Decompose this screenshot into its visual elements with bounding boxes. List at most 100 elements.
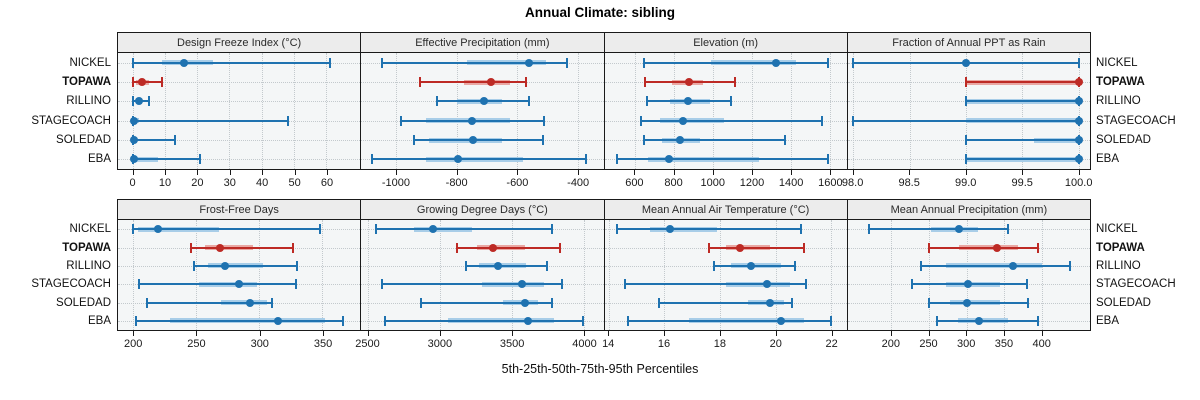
gridline-vertical xyxy=(517,53,519,169)
whisker-cap xyxy=(294,279,297,290)
percentile-whisker xyxy=(617,228,801,231)
axis-tick xyxy=(456,170,458,175)
percentile-whisker xyxy=(628,319,832,322)
axis-tick xyxy=(196,331,198,336)
percentile-whisker xyxy=(414,139,543,141)
row-label-right: NICKEL xyxy=(1096,223,1138,236)
median-dot xyxy=(454,155,463,164)
whisker-cap xyxy=(639,115,642,126)
axis-tick-label: 1400 xyxy=(778,177,804,189)
gridline-vertical xyxy=(751,53,753,169)
gridline-horizontal xyxy=(118,159,361,161)
panel-row: Frost-Free Days Growing Degree Days (°C) M… xyxy=(117,199,1091,331)
axis-row: 200 250 300 350 2500 3000 3500 4000 14 16 18 20 22 20… xyxy=(118,331,1090,355)
gridline-vertical xyxy=(511,220,513,330)
gridline-vertical xyxy=(456,53,458,169)
gridline-vertical xyxy=(164,53,166,169)
panel-plot xyxy=(118,53,362,169)
panel-plot xyxy=(847,220,1090,330)
gridline-vertical xyxy=(132,53,134,169)
axis-tick-label: 30 xyxy=(223,177,236,189)
axis-tick xyxy=(909,170,911,175)
axis-tick xyxy=(517,170,519,175)
axis-cell: 200 250 300 350 xyxy=(118,331,361,355)
percentile-whisker xyxy=(420,81,527,83)
percentile-whisker xyxy=(382,283,563,286)
median-dot xyxy=(246,298,255,307)
axis-tick xyxy=(791,170,793,175)
axis-tick xyxy=(966,331,968,336)
percentile-whisker xyxy=(132,158,201,161)
whisker-cap xyxy=(292,242,295,253)
axis-tick-label: 100.0 xyxy=(1064,177,1093,189)
whisker-cap xyxy=(581,315,584,326)
whisker-cap xyxy=(528,96,531,107)
axis-tick xyxy=(719,331,721,336)
axis-tick-label: 300 xyxy=(957,338,976,350)
whisker-cap xyxy=(1006,224,1009,235)
percentile-whisker xyxy=(465,264,547,267)
strip-row: Frost-Free Days Growing Degree Days (°C) M… xyxy=(118,200,1090,220)
gridline-vertical xyxy=(966,53,968,169)
median-dot xyxy=(664,155,673,164)
row-label-left: RILLINO xyxy=(66,259,111,272)
panel-title: Effective Precipitation (mm) xyxy=(415,36,550,49)
axis-tick-label: 18 xyxy=(713,338,727,350)
panel-strip: Design Freeze Index (°C) xyxy=(118,33,362,52)
median-dot xyxy=(154,225,163,234)
whisker-cap xyxy=(1077,57,1080,68)
percentile-whisker xyxy=(132,81,162,83)
row-label-right: SOLEDAD xyxy=(1096,134,1151,146)
panel-title: Frost-Free Days xyxy=(199,203,279,216)
row-label-left: NICKEL xyxy=(69,56,111,69)
axis-tick xyxy=(439,331,441,336)
axis-tick xyxy=(673,170,675,175)
whisker-cap xyxy=(867,224,870,235)
axis-tick-label: 20 xyxy=(191,177,204,189)
axis-tick xyxy=(965,170,967,175)
whisker-cap xyxy=(551,224,554,235)
median-dot xyxy=(520,298,529,307)
axis-tick-label: -400 xyxy=(567,177,590,189)
axis-tick-label: 1000 xyxy=(700,177,725,189)
median-dot xyxy=(964,280,973,289)
median-dot xyxy=(467,116,476,125)
axis-tick xyxy=(133,331,135,336)
median-dot xyxy=(683,97,692,106)
median-dot xyxy=(523,316,532,325)
panel-plot xyxy=(361,220,605,330)
whisker-cap xyxy=(138,279,141,290)
median-dot xyxy=(772,58,781,67)
gridline-vertical xyxy=(294,53,296,169)
gridline-vertical xyxy=(966,220,968,330)
plot-row xyxy=(118,220,1090,330)
axis-tick xyxy=(608,331,610,336)
percentile-whisker xyxy=(625,283,807,286)
whisker-cap xyxy=(134,315,137,326)
axis-tick-label: 0 xyxy=(129,177,136,189)
panel-strip: Elevation (m) xyxy=(604,33,848,52)
axis-cell: 200 250 300 350 400 xyxy=(847,331,1090,355)
axis-tick-label: 60 xyxy=(320,177,334,189)
median-dot xyxy=(1074,116,1083,125)
axis-tick-label: 99.0 xyxy=(954,177,977,189)
gridline-vertical xyxy=(891,220,893,330)
row-label-right: TOPAWA xyxy=(1096,241,1145,254)
gridline-horizontal xyxy=(118,101,361,103)
axis-tick-label: 800 xyxy=(664,177,683,189)
whisker-cap xyxy=(131,57,134,68)
axis-tick xyxy=(578,170,580,175)
whisker-cap xyxy=(561,279,564,290)
row-label-left: STAGECOACH xyxy=(31,278,111,291)
whisker-cap xyxy=(642,135,645,145)
axis-tick-label: -600 xyxy=(506,177,529,189)
whisker-cap xyxy=(420,297,423,308)
gridline-vertical xyxy=(1041,220,1043,330)
median-dot xyxy=(274,316,283,325)
row-label-right: RILLINO xyxy=(1096,95,1141,108)
panel-title: Elevation (m) xyxy=(693,36,759,49)
panel-strip: Effective Precipitation (mm) xyxy=(361,33,605,52)
median-dot xyxy=(487,78,496,86)
whisker-cap xyxy=(965,77,968,87)
